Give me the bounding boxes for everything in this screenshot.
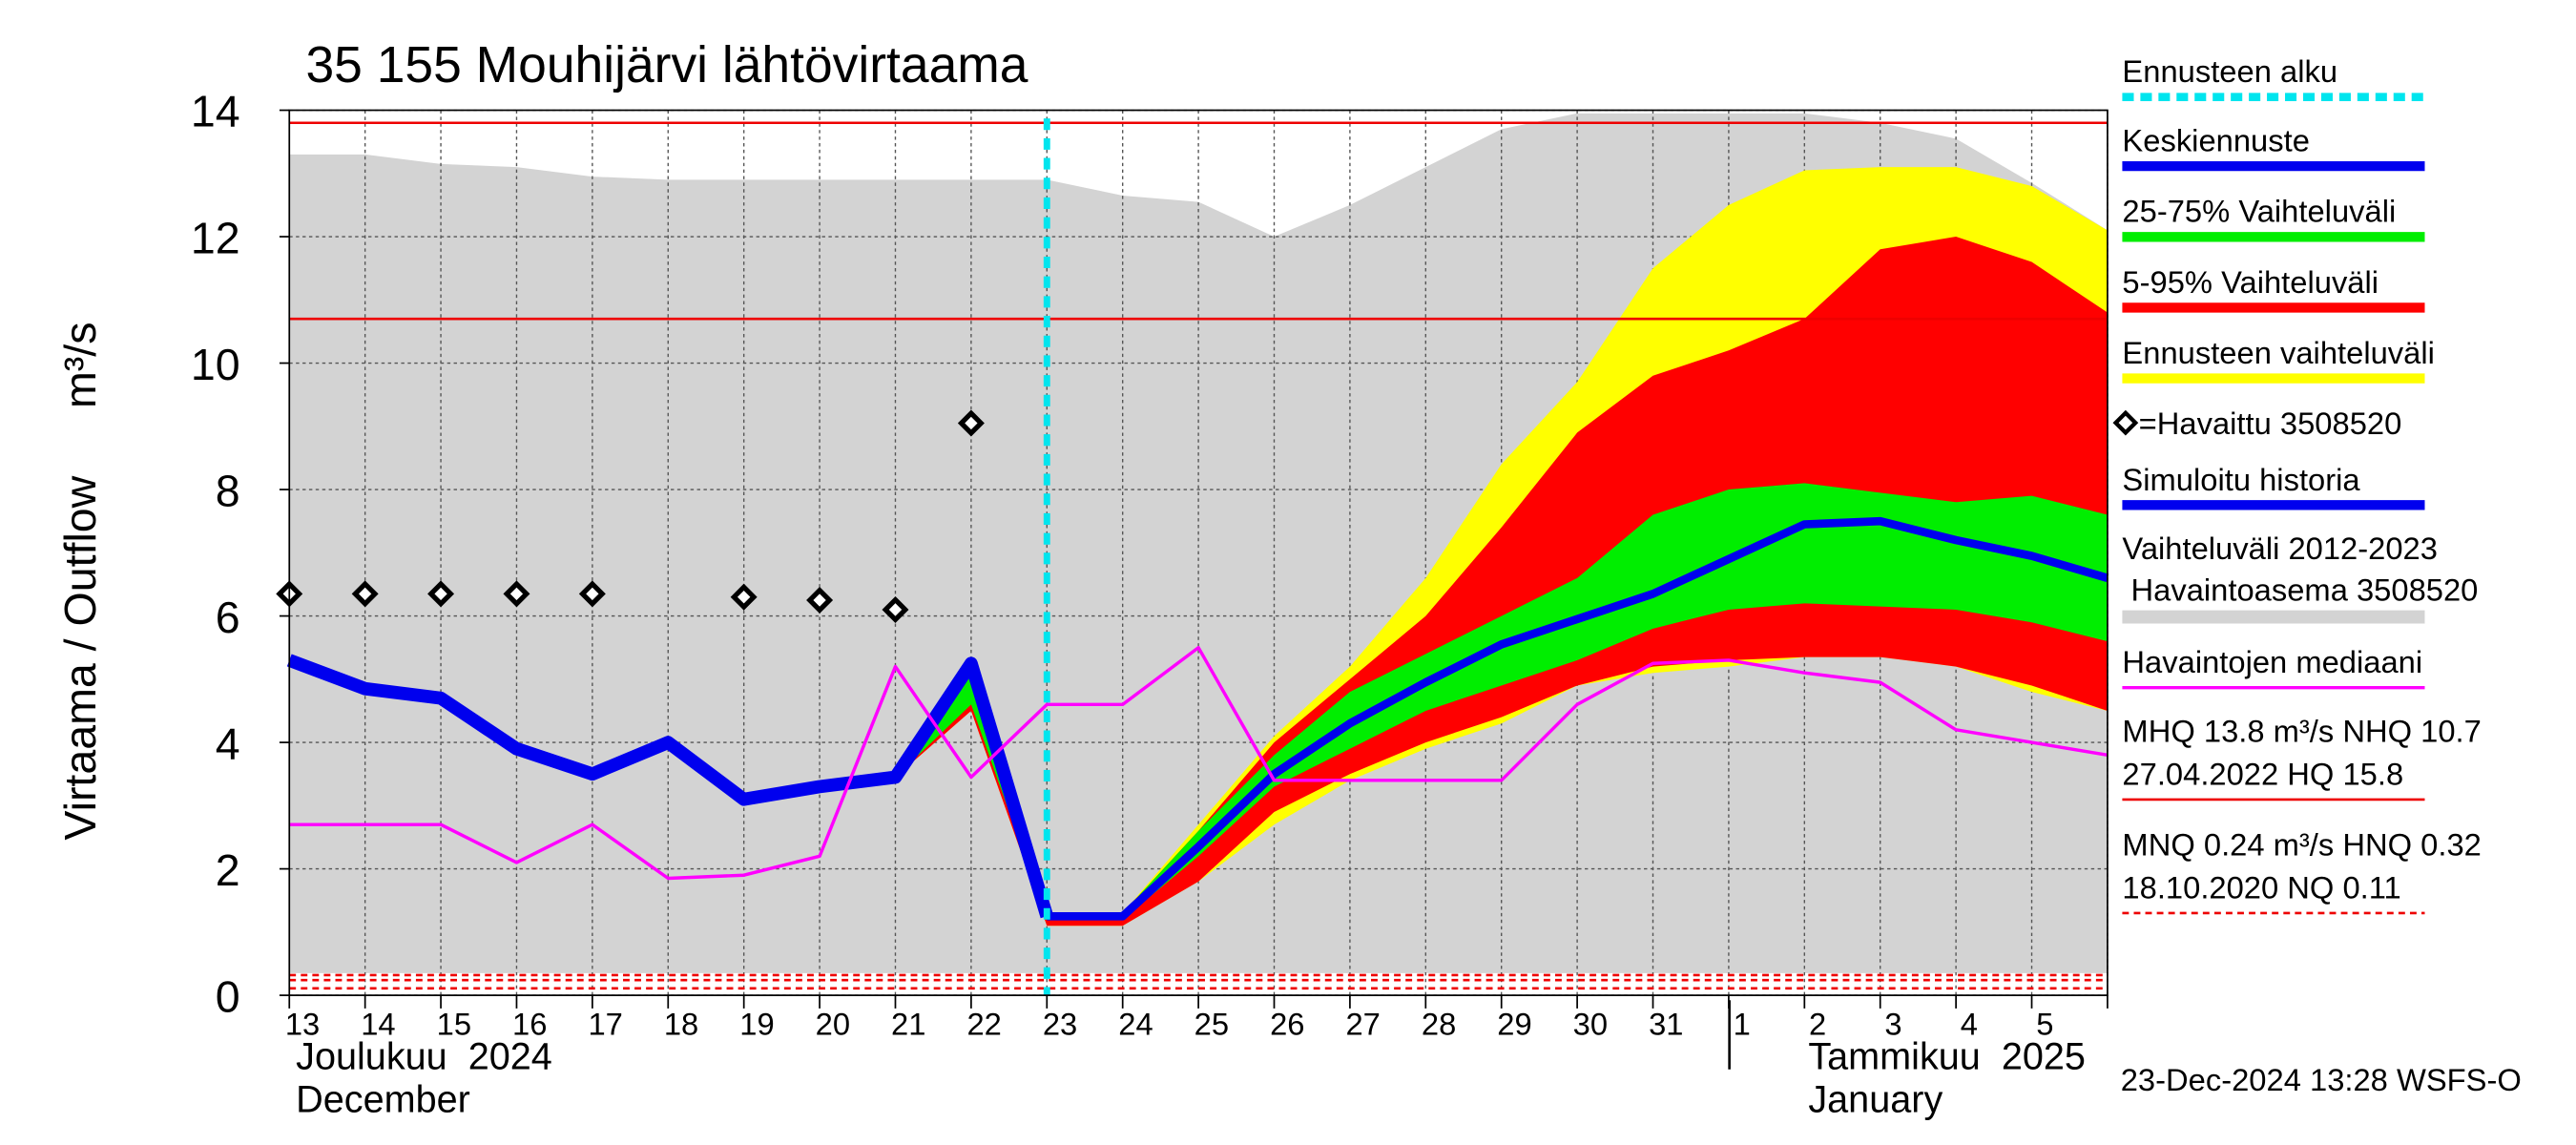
observed-point <box>882 595 909 623</box>
legend-label: MNQ 0.24 m³/s HNQ 0.32 <box>2122 827 2481 863</box>
legend-marker <box>2112 409 2139 436</box>
legend-label: =Havaittu 3508520 <box>2139 406 2402 441</box>
x-tick-label: 26 <box>1270 1006 1304 1041</box>
plot-frame <box>288 109 2109 996</box>
x-tick-label: 3 <box>1884 1006 1901 1041</box>
x-tick-label: 1 <box>1734 1006 1751 1041</box>
legend-label: 25-75% Vaihteluväli <box>2122 194 2396 229</box>
x-tick-label: 18 <box>664 1006 698 1041</box>
observed-point <box>578 580 606 608</box>
y-tick-label: 2 <box>216 845 240 895</box>
x-tick-label: 20 <box>816 1006 850 1041</box>
range-band <box>895 237 2108 926</box>
x-tick-label: 27 <box>1345 1006 1380 1041</box>
x-tick-label: 14 <box>361 1006 395 1041</box>
x-tick-label: 22 <box>966 1006 1001 1041</box>
x-tick-label: 24 <box>1118 1006 1153 1041</box>
legend-label: MHQ 13.8 m³/s NHQ 10.7 <box>2122 714 2481 749</box>
x-tick-label: 5 <box>2036 1006 2053 1041</box>
month-label: January <box>1808 1079 1942 1121</box>
y-tick-label: 6 <box>216 593 240 642</box>
y-tick-label: 4 <box>216 718 240 768</box>
month-label: December <box>296 1079 470 1121</box>
x-tick-label: 15 <box>437 1006 471 1041</box>
observed-point <box>730 583 758 611</box>
x-tick-label: 25 <box>1195 1006 1229 1041</box>
x-tick-label: 2 <box>1809 1006 1826 1041</box>
y-tick-label: 8 <box>216 466 240 515</box>
legend-label: Havaintojen mediaani <box>2122 644 2422 679</box>
y-axis-label: Virtaama / Outflow <box>55 475 105 840</box>
series-line <box>289 645 2109 881</box>
legend-label: Ennusteen alku <box>2122 53 2337 89</box>
range-band <box>895 483 2108 920</box>
observed-point <box>957 409 985 437</box>
x-tick-label: 28 <box>1422 1006 1456 1041</box>
x-tick-label: 31 <box>1649 1006 1683 1041</box>
legend-label: 5-95% Vaihteluväli <box>2122 264 2379 300</box>
x-tick-label: 29 <box>1497 1006 1531 1041</box>
observed-point <box>503 580 530 608</box>
x-tick-label: 16 <box>512 1006 547 1041</box>
x-tick-label: 21 <box>891 1006 925 1041</box>
y-tick-label: 10 <box>191 340 240 389</box>
y-tick-label: 0 <box>216 971 240 1021</box>
footer: 23-Dec-2024 13:28 WSFS-O <box>2121 1062 2522 1097</box>
observed-point <box>427 580 455 608</box>
legend-label: Havaintoasema 3508520 <box>2122 572 2478 607</box>
series-line <box>1047 516 2109 921</box>
x-tick-label: 23 <box>1043 1006 1077 1041</box>
y-axis-unit: m³/s <box>55 323 105 408</box>
x-tick-label: 19 <box>739 1006 774 1041</box>
y-tick-label: 12 <box>191 213 240 262</box>
legend-label: Keskiennuste <box>2122 123 2309 158</box>
month-label: Tammikuu 2025 <box>1808 1036 2086 1078</box>
legend-label: 27.04.2022 HQ 15.8 <box>2122 756 2403 791</box>
observed-point <box>351 580 379 608</box>
legend-label: Simuloitu historia <box>2122 462 2360 497</box>
x-tick-label: 4 <box>1961 1006 1978 1041</box>
month-label: Joulukuu 2024 <box>296 1036 552 1078</box>
series-line <box>286 654 1053 919</box>
x-tick-label: 13 <box>285 1006 320 1041</box>
chart-title: 35 155 Mouhijärvi lähtövirtaama <box>305 37 1028 94</box>
legend-label: Vaihteluväli 2012-2023 <box>2122 531 2438 566</box>
legend-label: Ennusteen vaihteluväli <box>2122 335 2434 370</box>
observed-point <box>806 586 834 614</box>
x-tick-label: 30 <box>1573 1006 1608 1041</box>
legend-label: 18.10.2020 NQ 0.11 <box>2122 869 2400 905</box>
x-tick-label: 17 <box>588 1006 622 1041</box>
y-tick-label: 14 <box>191 87 240 136</box>
